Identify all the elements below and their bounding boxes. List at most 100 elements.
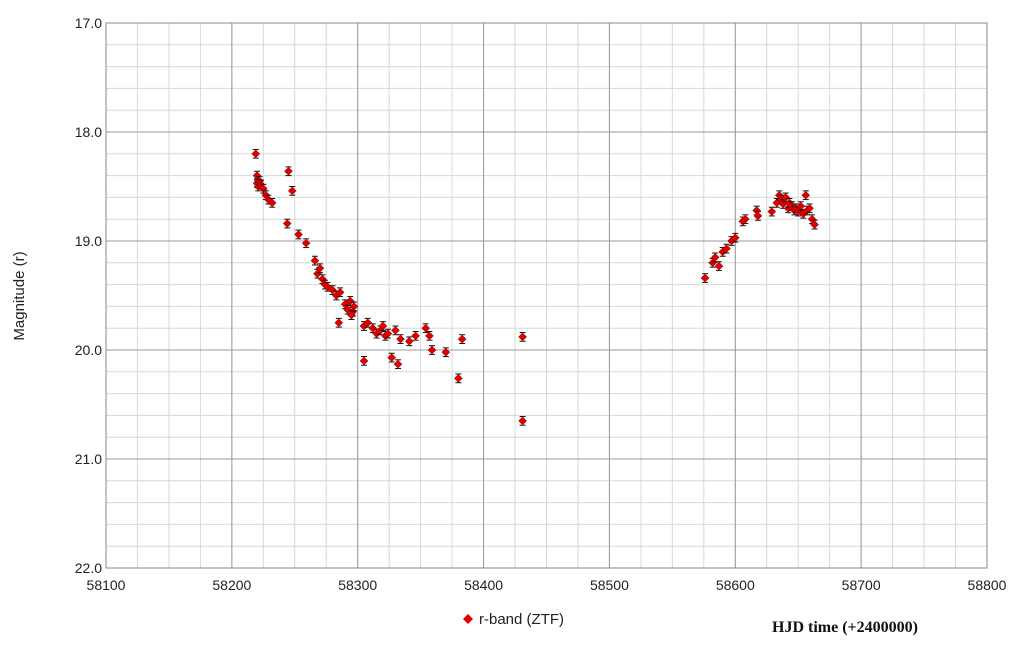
data-point (387, 352, 397, 363)
data-marker-diamond (378, 321, 388, 331)
data-point (287, 186, 297, 196)
plot-area-border (105, 22, 988, 569)
data-point (301, 238, 311, 249)
data-marker-diamond (411, 331, 420, 341)
data-marker-diamond (251, 149, 261, 159)
data-marker-diamond (310, 256, 320, 265)
data-point (310, 255, 320, 266)
data-point (781, 192, 790, 203)
data-point (294, 229, 303, 240)
y-tick-label: 20.0 (75, 342, 102, 358)
data-marker-diamond (767, 207, 777, 216)
x-axis-title: HJD time (+2400000) (772, 619, 918, 636)
x-tick-label: 58800 (968, 577, 1007, 593)
x-tick-label: 58100 (87, 577, 126, 593)
data-marker-diamond (805, 203, 814, 213)
legend-label-r-band: r-band (ZTF) (479, 611, 564, 628)
data-point (810, 219, 819, 230)
data-point (425, 330, 434, 341)
data-point (335, 287, 345, 298)
x-tick-label: 58700 (842, 577, 881, 593)
x-tick-label: 58500 (590, 577, 629, 593)
data-point (722, 243, 731, 254)
data-marker-diamond (722, 244, 731, 253)
data-point (334, 317, 344, 328)
data-marker-diamond (334, 318, 344, 328)
data-marker-diamond (518, 416, 527, 426)
data-point (421, 323, 431, 334)
y-tick-label: 17.0 (75, 15, 102, 31)
data-point (284, 166, 293, 177)
data-marker-diamond (315, 263, 325, 273)
y-tick-label: 22.0 (75, 560, 102, 576)
data-marker-diamond (282, 219, 292, 228)
data-point (753, 211, 763, 221)
data-marker-diamond (730, 233, 740, 243)
data-marker-diamond (301, 238, 311, 248)
data-point (251, 148, 261, 159)
data-point (363, 317, 373, 328)
data-point (798, 208, 808, 219)
data-marker-diamond (368, 323, 378, 333)
data-point (315, 263, 325, 274)
data-point (730, 232, 740, 243)
data-point (700, 273, 710, 283)
x-axis-tick-labels: 58100 58200 58300 58400 58500 58600 58700 58800 (87, 577, 1007, 593)
data-point (328, 285, 337, 295)
data-marker-diamond (441, 347, 451, 357)
data-marker-diamond (335, 287, 345, 297)
y-axis-title: Magnitude (r) (11, 251, 28, 340)
data-marker-diamond (714, 261, 724, 271)
x-tick-label: 58400 (464, 577, 503, 593)
x-tick-label: 58600 (716, 577, 755, 593)
data-marker-diamond (700, 273, 710, 283)
data-marker-diamond (710, 252, 720, 262)
data-marker-diamond (741, 214, 750, 224)
data-point (454, 373, 463, 384)
data-marker-diamond (753, 211, 763, 221)
data-marker-diamond (359, 356, 369, 366)
legend: r-band (ZTF) (463, 611, 564, 628)
data-point (267, 197, 277, 208)
x-tick-label: 58200 (212, 577, 251, 593)
y-axis-tick-labels: 17.0 18.0 19.0 20.0 21.0 22.0 (75, 15, 102, 576)
data-point (801, 190, 811, 201)
data-marker-diamond (387, 353, 397, 362)
data-marker-diamond (343, 305, 352, 315)
data-point (441, 347, 451, 358)
data-marker-diamond (391, 326, 400, 335)
x-tick-label: 58300 (338, 577, 377, 593)
legend-marker-diamond (463, 614, 473, 624)
data-point (391, 325, 400, 336)
data-point (805, 203, 814, 214)
data-marker-diamond (427, 345, 437, 355)
data-marker-diamond (287, 186, 297, 196)
data-marker-diamond (294, 230, 303, 239)
data-marker-diamond (284, 166, 293, 176)
data-marker-diamond (404, 336, 414, 346)
data-point (323, 281, 332, 292)
data-point (518, 332, 527, 342)
data-marker-diamond (781, 193, 790, 202)
y-tick-label: 19.0 (75, 233, 102, 249)
data-marker-diamond (383, 329, 393, 339)
data-point (393, 359, 403, 370)
data-point (347, 310, 356, 320)
data-point (457, 334, 467, 344)
data-marker-diamond (421, 323, 431, 333)
data-point (518, 415, 527, 426)
data-marker-diamond (810, 220, 819, 230)
data-point (383, 328, 393, 339)
data-point (378, 321, 388, 331)
data-marker-diamond (328, 285, 337, 295)
y-tick-label: 18.0 (75, 124, 102, 140)
data-point (427, 345, 437, 355)
data-marker-diamond (347, 310, 356, 320)
data-point (359, 356, 369, 366)
data-marker-diamond (393, 359, 403, 369)
data-point (404, 336, 414, 347)
data-marker-diamond (396, 334, 405, 344)
data-point (411, 330, 420, 341)
